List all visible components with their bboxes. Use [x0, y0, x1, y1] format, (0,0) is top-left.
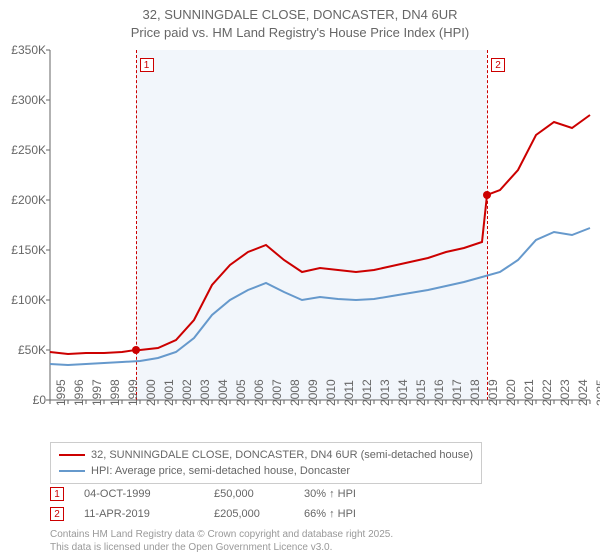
marker-row-date: 11-APR-2019 — [84, 508, 214, 520]
x-tick-label: 2017 — [450, 379, 464, 406]
chart-area: £0£50K£100K£150K£200K£250K£300K£350K 199… — [50, 50, 590, 400]
marker-row-id: 1 — [50, 487, 64, 501]
series-line — [50, 115, 590, 354]
x-tick-label: 2025 — [594, 379, 600, 406]
x-tick-label: 2012 — [360, 379, 374, 406]
y-tick-label: £300K — [11, 93, 46, 107]
title-line-2: Price paid vs. HM Land Registry's House … — [0, 24, 600, 42]
marker-row-date: 04-OCT-1999 — [84, 488, 214, 500]
x-tick-label: 2020 — [504, 379, 518, 406]
marker-row: 2 11-APR-2019£205,00066% ↑ HPI — [50, 504, 394, 524]
marker-row: 1 04-OCT-1999£50,00030% ↑ HPI — [50, 484, 394, 504]
x-tick-label: 2002 — [180, 379, 194, 406]
y-tick-label: £100K — [11, 293, 46, 307]
x-tick-label: 2013 — [378, 379, 392, 406]
x-tick-label: 1996 — [72, 379, 86, 406]
x-tick-label: 2007 — [270, 379, 284, 406]
title-line-1: 32, SUNNINGDALE CLOSE, DONCASTER, DN4 6U… — [0, 6, 600, 24]
marker-box-1: 1 — [140, 58, 154, 72]
y-tick-label: £150K — [11, 243, 46, 257]
marker-row-pct: 30% ↑ HPI — [304, 488, 394, 500]
marker-box-2: 2 — [491, 58, 505, 72]
y-tick-label: £50K — [18, 343, 46, 357]
y-tick-label: £200K — [11, 193, 46, 207]
x-tick-label: 2008 — [288, 379, 302, 406]
x-tick-label: 1998 — [108, 379, 122, 406]
x-tick-label: 2001 — [162, 379, 176, 406]
y-tick-label: £350K — [11, 43, 46, 57]
x-tick-label: 2021 — [522, 379, 536, 406]
x-tick-label: 1999 — [126, 379, 140, 406]
y-tick-label: £250K — [11, 143, 46, 157]
legend-item: 32, SUNNINGDALE CLOSE, DONCASTER, DN4 6U… — [59, 447, 473, 463]
x-tick-label: 2019 — [486, 379, 500, 406]
x-tick-label: 2011 — [342, 380, 356, 406]
x-tick-label: 2006 — [252, 379, 266, 406]
chart-title: 32, SUNNINGDALE CLOSE, DONCASTER, DN4 6U… — [0, 0, 600, 41]
x-tick-label: 2016 — [432, 379, 446, 406]
legend-swatch — [59, 470, 85, 472]
legend: 32, SUNNINGDALE CLOSE, DONCASTER, DN4 6U… — [50, 442, 482, 484]
x-tick-label: 2024 — [576, 379, 590, 406]
footer-line-2: This data is licensed under the Open Gov… — [50, 541, 393, 554]
marker-table: 1 04-OCT-1999£50,00030% ↑ HPI 2 11-APR-2019… — [50, 484, 394, 524]
legend-label: 32, SUNNINGDALE CLOSE, DONCASTER, DN4 6U… — [91, 449, 473, 461]
y-tick-label: £0 — [33, 393, 46, 407]
x-tick-label: 2010 — [324, 379, 338, 406]
legend-label: HPI: Average price, semi-detached house,… — [91, 465, 350, 477]
sale-point-dot — [132, 346, 140, 354]
x-tick-label: 2009 — [306, 379, 320, 406]
x-tick-label: 2005 — [234, 379, 248, 406]
footer-line-1: Contains HM Land Registry data © Crown c… — [50, 528, 393, 541]
sale-point-dot — [483, 191, 491, 199]
x-tick-label: 2000 — [144, 379, 158, 406]
footer-attribution: Contains HM Land Registry data © Crown c… — [50, 528, 393, 554]
x-tick-label: 2003 — [198, 379, 212, 406]
x-tick-label: 2015 — [414, 379, 428, 406]
legend-item: HPI: Average price, semi-detached house,… — [59, 463, 473, 479]
series-line — [50, 228, 590, 365]
marker-row-pct: 66% ↑ HPI — [304, 508, 394, 520]
x-tick-label: 2014 — [396, 379, 410, 406]
legend-swatch — [59, 454, 85, 456]
marker-row-id: 2 — [50, 507, 64, 521]
x-tick-label: 2004 — [216, 379, 230, 406]
x-tick-label: 1997 — [90, 379, 104, 406]
marker-row-price: £50,000 — [214, 488, 304, 500]
x-tick-label: 2022 — [540, 379, 554, 406]
x-tick-label: 1995 — [54, 379, 68, 406]
marker-row-price: £205,000 — [214, 508, 304, 520]
x-tick-label: 2018 — [468, 379, 482, 406]
x-tick-label: 2023 — [558, 379, 572, 406]
